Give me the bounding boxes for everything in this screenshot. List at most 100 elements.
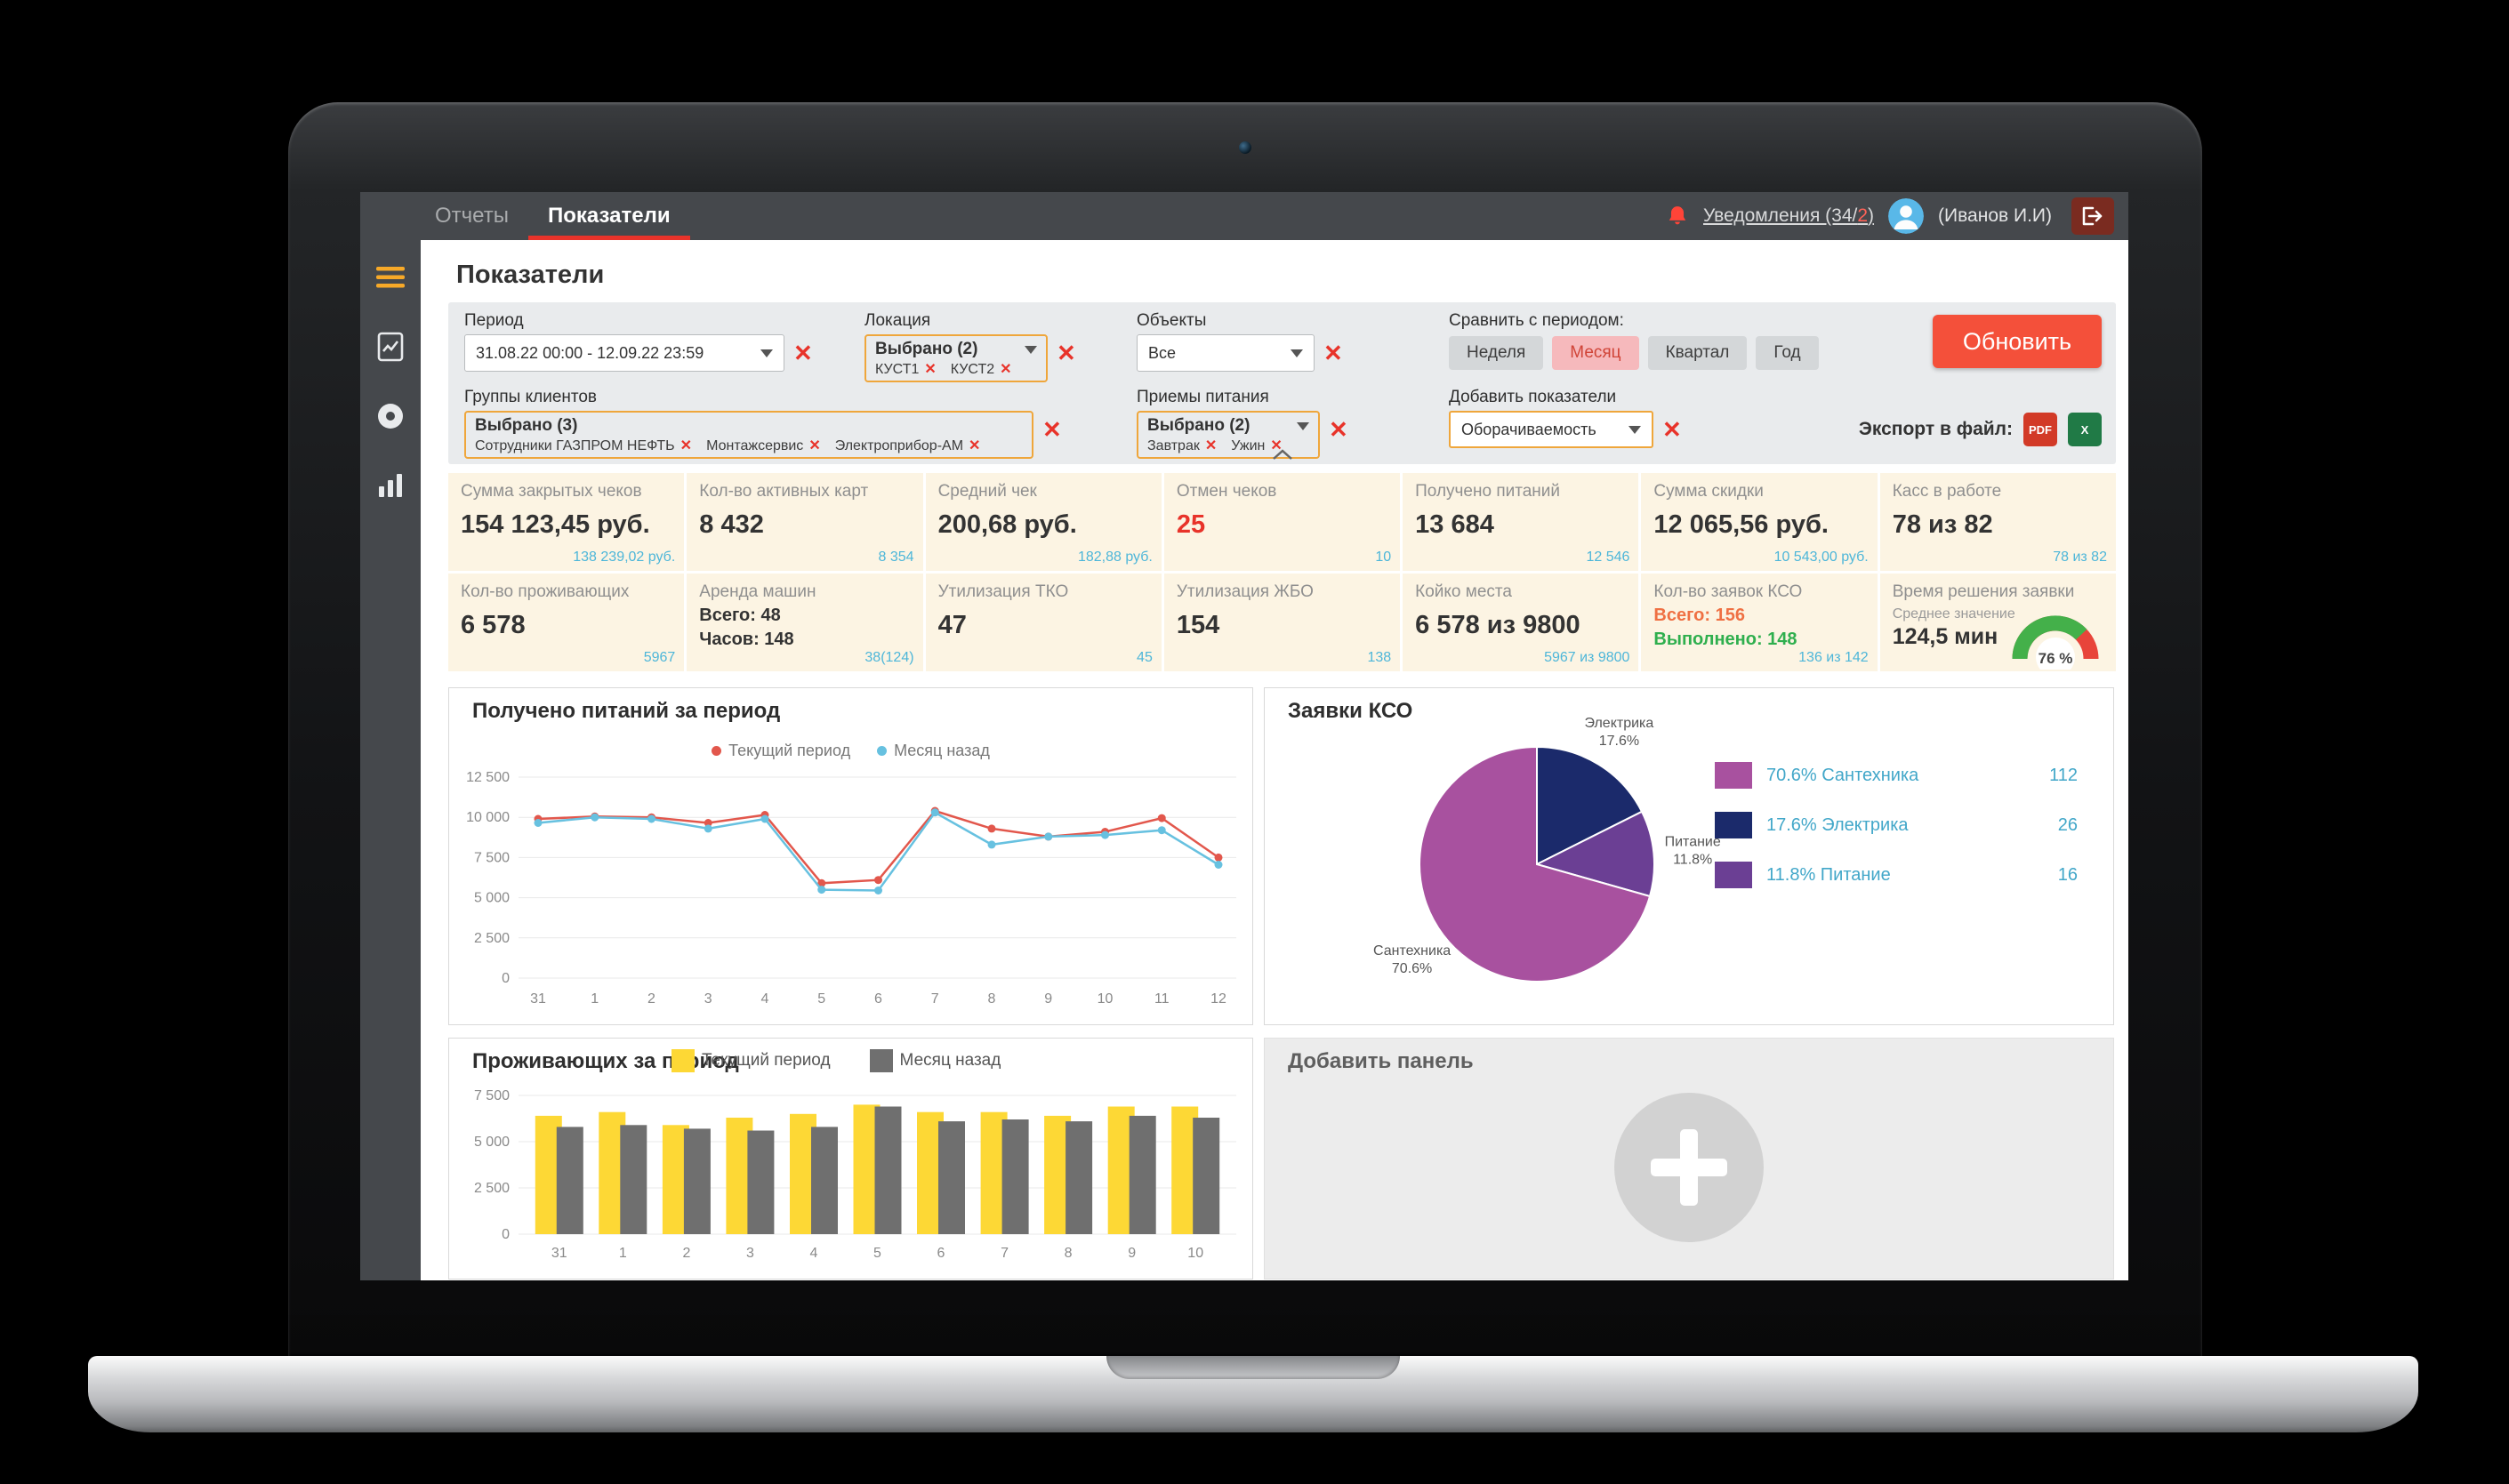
nav-tabs: Отчеты Показатели: [415, 192, 690, 240]
export-pdf-icon[interactable]: PDF: [2023, 413, 2057, 446]
remove-tag-icon[interactable]: ✕: [1270, 438, 1283, 453]
kpi-prev-value: 138: [1367, 650, 1392, 665]
remove-tag-icon[interactable]: ✕: [808, 438, 821, 453]
bar-chart-panel: Проживающих за период Текущий период Меся…: [448, 1038, 1253, 1279]
add-panel-title: Добавить панель: [1288, 1049, 1474, 1073]
filter-objects-label: Объекты: [1137, 311, 1207, 330]
add-panel-button[interactable]: [1614, 1093, 1764, 1242]
kpi-value: 124,5 мин: [1892, 624, 1998, 649]
kpi-label: Отмен чеков: [1176, 482, 1277, 501]
bar-chart-icon[interactable]: [371, 466, 410, 505]
filter-meals: Приемы питания Выбрано (2) Завтрак ✕ Ужин ✕…: [1137, 388, 1348, 459]
kpi-value: 200,68 руб.: [937, 510, 1077, 539]
location-multiselect[interactable]: Выбрано (2) КУСТ1 ✕ КУСТ2 ✕: [864, 334, 1048, 382]
clear-period-icon[interactable]: ✕: [793, 340, 813, 366]
notifications-label: Уведомления (34/: [1703, 205, 1858, 226]
kpi-grid: Сумма закрытых чеков 154 123,45 руб. 138 2…: [448, 473, 2116, 671]
tag-label: КУСТ1: [875, 362, 920, 377]
tag-label: КУСТ2: [950, 362, 995, 377]
kpi-prev-value: 78 из 82: [2053, 549, 2107, 565]
clear-meals-icon[interactable]: ✕: [1329, 416, 1348, 443]
kpi-card: Кол-во заявок КСО Всего: 156 Выполнено: 14…: [1641, 574, 1878, 671]
page-title: Показатели: [456, 261, 605, 289]
kpi-value: 154: [1176, 611, 1220, 639]
filter-tag: КУСТ1 ✕: [875, 362, 937, 378]
export-xls-icon[interactable]: X: [2068, 413, 2102, 446]
menu-icon[interactable]: [371, 258, 410, 297]
kpi-card: Аренда машин Всего: 48 Часов: 148 38(124): [687, 574, 923, 671]
webcam-dot: [1239, 141, 1251, 154]
filter-period: Период 31.08.22 00:00 - 12.09.22 23:59 ✕: [464, 311, 813, 372]
kpi-label: Утилизация ЖБО: [1176, 582, 1314, 601]
kpi-label: Сумма скидки: [1653, 482, 1764, 501]
notifications-link[interactable]: Уведомления (34/2): [1703, 205, 1874, 227]
svg-text:6: 6: [937, 1246, 945, 1261]
svg-text:4: 4: [810, 1246, 818, 1261]
compare-option-1[interactable]: Неделя: [1449, 336, 1544, 370]
svg-text:6: 6: [874, 991, 882, 1007]
svg-text:5 000: 5 000: [474, 891, 510, 906]
indicators-select[interactable]: Оборачиваемость: [1449, 411, 1653, 448]
tab-reports[interactable]: Отчеты: [435, 204, 509, 228]
meals-multiselect[interactable]: Выбрано (2) Завтрак ✕ Ужин ✕: [1137, 411, 1320, 459]
svg-text:9: 9: [1128, 1246, 1136, 1261]
kpi-value: 8 432: [699, 510, 764, 539]
svg-text:0: 0: [502, 971, 510, 986]
notification-bell-icon[interactable]: [1666, 205, 1689, 228]
legend-swatch: [671, 1049, 695, 1072]
logout-button[interactable]: [2071, 197, 2114, 235]
refresh-button[interactable]: Обновить: [1933, 315, 2102, 368]
client-groups-label: Группы клиентов: [464, 388, 598, 406]
legend-swatch: [1715, 762, 1752, 789]
remove-tag-icon[interactable]: ✕: [1204, 438, 1218, 453]
kpi-value: 154 123,45 руб.: [461, 510, 650, 539]
legend-label: 17.6% Электрика: [1766, 814, 1909, 835]
tag-label: Электроприбор-АМ: [834, 438, 964, 453]
remove-tag-icon[interactable]: ✕: [1000, 362, 1012, 377]
kpi-label: Получено питаний: [1415, 482, 1561, 501]
kpi-sublabel: Среднее значение: [1892, 606, 2015, 622]
clear-objects-icon[interactable]: ✕: [1323, 340, 1343, 366]
filter-location-label: Локация: [864, 311, 931, 330]
clear-location-icon[interactable]: ✕: [1057, 340, 1076, 366]
clear-indicators-icon[interactable]: ✕: [1662, 416, 1682, 443]
remove-tag-icon[interactable]: ✕: [924, 362, 937, 377]
compare-option-3[interactable]: Квартал: [1647, 336, 1748, 370]
kpi-card: Средний чек 200,68 руб. 182,88 руб.: [925, 473, 1162, 571]
svg-text:7 500: 7 500: [474, 850, 510, 865]
kpi-line: Всего: 156: [1653, 606, 1745, 625]
svg-text:1: 1: [591, 991, 599, 1007]
avatar[interactable]: [1888, 198, 1925, 234]
clear-client-groups-icon[interactable]: ✕: [1042, 416, 1062, 443]
svg-text:2: 2: [682, 1246, 690, 1261]
svg-text:5 000: 5 000: [474, 1135, 510, 1150]
report-icon[interactable]: [371, 327, 410, 366]
indicators-value: Оборачиваемость: [1461, 420, 1596, 438]
kpi-card: Утилизация ТКО 47 45: [925, 574, 1162, 671]
sidebar: [360, 240, 421, 1280]
compare-option-2[interactable]: Месяц: [1552, 336, 1639, 370]
kpi-label: Утилизация ТКО: [937, 582, 1069, 601]
pie-legend-item: 11.8% Питание 16: [1715, 850, 2078, 900]
legend-item: Месяц назад: [877, 742, 990, 760]
collapse-filters-icon[interactable]: [1263, 446, 1302, 466]
disc-icon[interactable]: [371, 397, 410, 436]
filter-tag: Электроприбор-АМ ✕: [835, 438, 981, 454]
kpi-card: Касс в работе 78 из 82 78 из 82: [1879, 473, 2116, 571]
client-groups-multiselect[interactable]: Выбрано (3) Сотрудники ГАЗПРОМ НЕФТЬ ✕ Мон…: [464, 411, 1033, 459]
kpi-line: Часов: 148: [699, 630, 794, 649]
remove-tag-icon[interactable]: ✕: [969, 438, 981, 453]
period-input[interactable]: 31.08.22 00:00 - 12.09.22 23:59: [464, 334, 784, 372]
objects-select[interactable]: Все: [1137, 334, 1315, 372]
compare-option-4[interactable]: Год: [1756, 336, 1819, 370]
svg-text:12: 12: [1210, 991, 1226, 1007]
svg-text:3: 3: [704, 991, 712, 1007]
svg-text:10: 10: [1187, 1246, 1203, 1261]
add-indicators-label: Добавить показатели: [1449, 388, 1617, 406]
tab-indicators[interactable]: Показатели: [528, 192, 690, 240]
chevron-down-icon: [1297, 421, 1309, 430]
remove-tag-icon[interactable]: ✕: [680, 438, 693, 453]
legend-swatch: [1715, 862, 1752, 888]
